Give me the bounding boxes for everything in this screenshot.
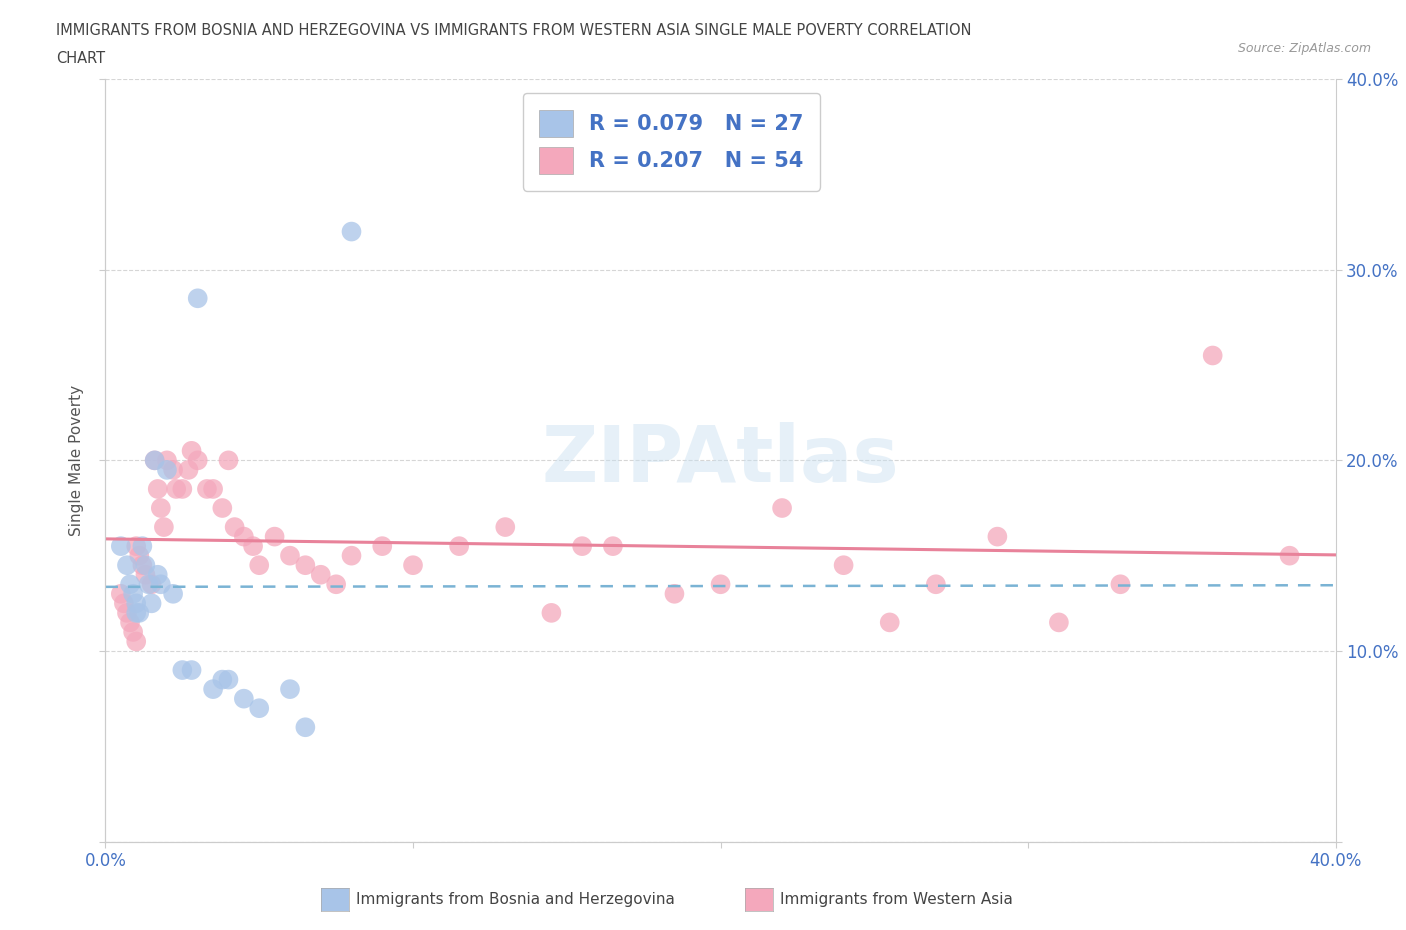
Point [232,691,254,706]
Point [153,520,176,535]
Point [112,596,135,611]
Text: ZIPAtlas: ZIPAtlas [541,422,900,498]
Point [340,224,363,239]
Point [294,558,316,573]
Point [131,538,153,553]
Point [128,549,150,564]
Point [187,291,209,306]
Point [710,577,733,591]
Point [120,615,141,630]
Point [131,558,153,573]
Text: Immigrants from Western Asia: Immigrants from Western Asia [780,892,1014,908]
Point [211,672,233,687]
Y-axis label: Single Male Poverty: Single Male Poverty [69,385,84,536]
Point [146,482,169,497]
Point [138,577,160,591]
Point [832,558,855,573]
Point [172,482,194,497]
Point [180,663,202,678]
Point [224,520,246,535]
Point [218,672,240,687]
Point [202,682,225,697]
Point [1278,549,1301,564]
Point [325,577,347,591]
Point [571,538,593,553]
Point [156,453,179,468]
Text: Source: ZipAtlas.com: Source: ZipAtlas.com [1237,42,1371,55]
Point [125,538,148,553]
Point [122,625,145,640]
Point [172,663,194,678]
Point [110,538,132,553]
Point [494,520,516,535]
Point [162,462,184,477]
Point [879,615,901,630]
Point [125,596,148,611]
Point [110,587,132,602]
Point [770,500,793,515]
Legend: R = 0.079   N = 27, R = 0.207   N = 54: R = 0.079 N = 27, R = 0.207 N = 54 [523,93,820,191]
Point [143,453,166,468]
Point [602,538,624,553]
Point [143,453,166,468]
Point [149,500,172,515]
Point [149,577,172,591]
Point [294,720,316,735]
Point [134,567,156,582]
Point [115,558,138,573]
Point [120,577,141,591]
Text: CHART: CHART [56,51,105,66]
Point [177,462,200,477]
Point [146,567,169,582]
Point [122,587,145,602]
Point [263,529,285,544]
Point [125,634,148,649]
Point [211,500,233,515]
Point [1109,577,1132,591]
Point [165,482,187,497]
Text: IMMIGRANTS FROM BOSNIA AND HERZEGOVINA VS IMMIGRANTS FROM WESTERN ASIA SINGLE MA: IMMIGRANTS FROM BOSNIA AND HERZEGOVINA V… [56,23,972,38]
Point [242,538,264,553]
Point [925,577,948,591]
Point [540,605,562,620]
Point [115,605,138,620]
Point [340,549,363,564]
Text: Immigrants from Bosnia and Herzegovina: Immigrants from Bosnia and Herzegovina [356,892,675,908]
Point [309,567,332,582]
Point [232,529,254,544]
Point [1201,348,1223,363]
Point [195,482,218,497]
Point [180,444,202,458]
Point [141,596,163,611]
Point [187,453,209,468]
Point [141,577,163,591]
Point [449,538,471,553]
Point [125,605,148,620]
Point [202,482,225,497]
Point [664,587,686,602]
Point [371,538,394,553]
Point [134,558,156,573]
Point [247,701,270,716]
Point [156,462,179,477]
Point [278,549,301,564]
Point [278,682,301,697]
Point [128,605,150,620]
Point [1047,615,1070,630]
Point [218,453,240,468]
Point [247,558,270,573]
Point [162,587,184,602]
Point [402,558,425,573]
Point [986,529,1008,544]
